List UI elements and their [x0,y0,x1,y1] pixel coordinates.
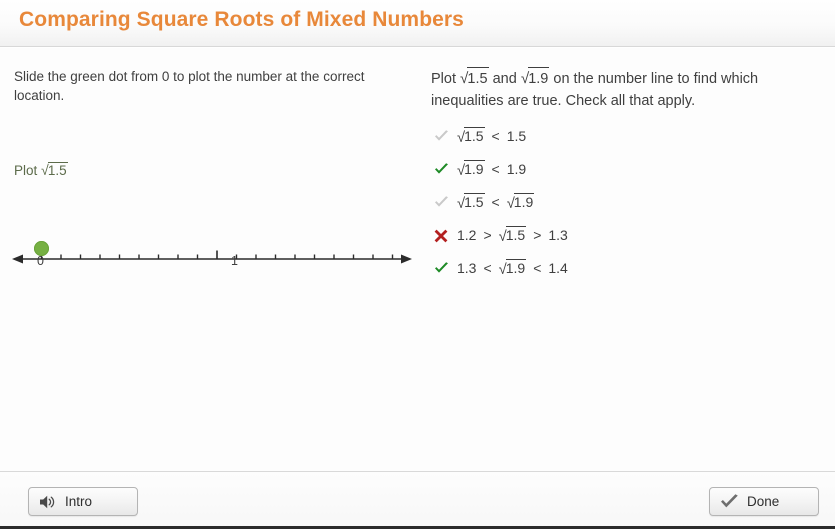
choice-radical: √1.5 [498,226,527,245]
radical-sign-icon: √ [457,162,466,179]
choice-value: 1.5 [506,128,527,145]
question-conjunction: and [492,71,517,87]
choice-radicand: 1.5 [464,127,485,145]
question-radical-2: √1.9 [521,67,550,90]
speaker-icon [40,495,55,508]
draggable-green-dot[interactable] [34,241,49,256]
left-arrow-icon [12,254,23,264]
page-header: Comparing Square Roots of Mixed Numbers [0,0,835,47]
choice-row[interactable]: √1.5 < 1.5 [431,120,831,153]
choice-radical: √1.9 [457,160,485,179]
radical-sign-icon: √ [41,163,49,180]
right-panel: Plot √1.5 and √1.9 on the number line to… [425,48,835,471]
choice-checkbox[interactable] [431,130,457,143]
choice-value: 1.9 [506,161,527,178]
radical-sign-icon: √ [460,70,469,88]
check-icon-gray [435,196,448,207]
choices-list: √1.5 < 1.5 √1.9 [431,120,831,285]
choice-checkbox[interactable] [431,262,457,275]
number-line-axis [12,248,412,270]
choice-checkbox[interactable] [431,196,457,209]
check-icon-green [435,163,448,174]
question-part-2: on the number line to find which inequal… [431,71,759,110]
done-button-label: Done [747,494,780,509]
number-line[interactable] [0,178,425,264]
radical-sign-icon: √ [457,129,466,146]
number-line-svg [12,250,412,264]
check-icon-gray [435,130,448,141]
radical-sign-icon: √ [520,70,530,88]
choice-operator-2: > [533,227,542,244]
choice-expression: √1.9 < 1.9 [457,160,527,179]
left-panel: Slide the green dot from 0 to plot the n… [0,48,425,471]
minor-ticks [40,254,394,259]
question-radicand-1: 1.5 [467,67,489,90]
choice-radicand-right: 1.9 [513,193,535,211]
choice-value-right: 1.3 [548,227,568,244]
choice-radical: √1.5 [457,193,485,212]
page-footer: Intro Done [0,471,835,529]
question-part-1: Plot [431,71,456,87]
choice-operator: > [483,227,492,244]
choice-row[interactable]: √1.9 < 1.9 [431,153,831,186]
check-icon [721,493,738,507]
plot-label-prefix: Plot [14,163,38,178]
choice-value-left: 1.3 [457,260,477,277]
check-icon-green [435,262,448,273]
tick-label-0: 0 [37,254,44,268]
right-arrow-icon [401,254,412,264]
choice-radical: √1.9 [498,259,527,278]
question-radical-1: √1.5 [460,67,489,90]
page-title: Comparing Square Roots of Mixed Numbers [19,8,464,31]
tick-label-1: 1 [231,254,238,268]
cross-icon-red [434,229,448,242]
intro-button[interactable]: Intro [28,487,138,516]
choice-operator: < [491,194,500,211]
radical-sign-icon: √ [506,195,515,212]
choice-operator: < [491,128,500,145]
radical-sign-icon: √ [498,228,507,245]
question-radicand-2: 1.9 [528,67,550,90]
plot-radical: √1.5 [41,162,68,179]
choice-operator-2: < [533,260,542,277]
main-content: Slide the green dot from 0 to plot the n… [0,48,835,471]
choice-row[interactable]: 1.2 > √1.5 > 1.3 [431,219,831,252]
choice-value-left: 1.2 [457,227,477,244]
choice-value-right: 1.4 [548,260,568,277]
choice-expression: √1.5 < √1.9 [457,193,535,212]
choice-radical: √1.5 [457,127,485,146]
choice-radical-right: √1.9 [506,193,535,212]
choice-radicand: 1.9 [505,259,527,277]
choice-checkbox[interactable] [431,229,457,243]
choice-expression: 1.3 < √1.9 < 1.4 [457,259,568,278]
choice-operator: < [483,260,492,277]
choice-operator: < [491,161,500,178]
choice-row[interactable]: √1.5 < √1.9 [431,186,831,219]
choice-checkbox[interactable] [431,163,457,176]
choice-expression: √1.5 < 1.5 [457,127,527,146]
done-button[interactable]: Done [709,487,819,516]
choice-expression: 1.2 > √1.5 > 1.3 [457,226,568,245]
radical-sign-icon: √ [457,195,466,212]
choice-radicand: 1.5 [505,226,527,244]
choice-radicand: 1.9 [464,160,485,178]
question-text: Plot √1.5 and √1.9 on the number line to… [431,67,829,112]
choice-radicand: 1.5 [464,193,485,211]
plot-radicand: 1.5 [47,162,68,178]
choice-row[interactable]: 1.3 < √1.9 < 1.4 [431,252,831,285]
instruction-text: Slide the green dot from 0 to plot the n… [14,69,365,103]
intro-button-label: Intro [65,494,93,509]
plot-label: Plot √1.5 [14,162,68,179]
radical-sign-icon: √ [498,261,507,278]
